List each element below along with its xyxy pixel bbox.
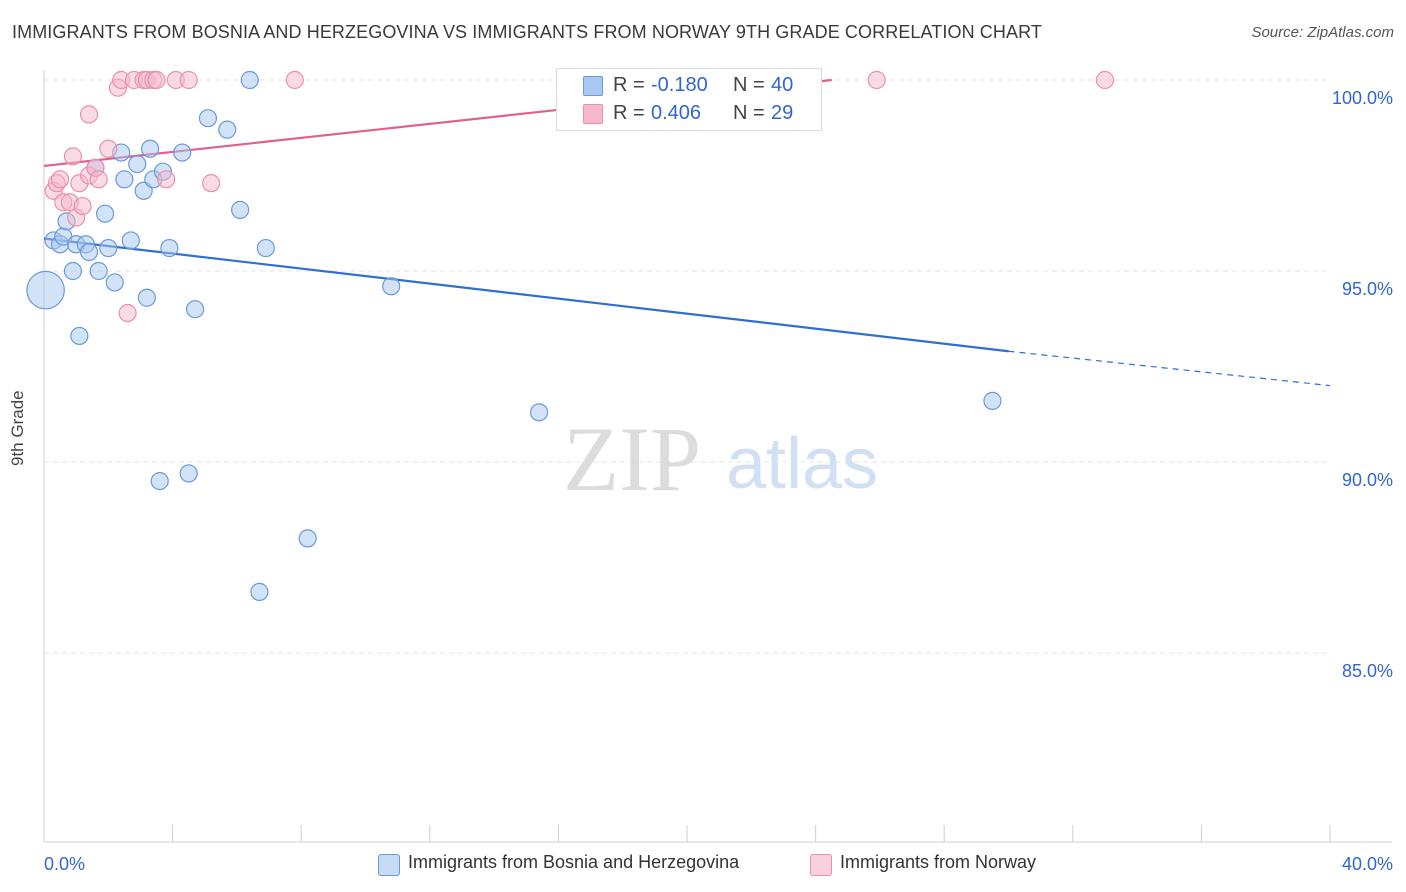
legend-swatch-pink xyxy=(810,854,832,876)
bosnia-point xyxy=(121,231,140,250)
legend-label: Immigrants from Bosnia and Herzegovina xyxy=(408,852,740,872)
norway-point xyxy=(118,303,137,323)
bosnia-point xyxy=(89,261,108,281)
chart-title: IMMIGRANTS FROM BOSNIA AND HERZEGOVINA V… xyxy=(12,22,1042,42)
legend-swatch-blue xyxy=(378,854,400,876)
bosnia-point xyxy=(105,273,124,292)
bosnia-point xyxy=(530,403,549,422)
norway-point xyxy=(50,170,70,189)
bosnia-point xyxy=(173,143,192,162)
x-tick-labels: 0.0% 40.0% xyxy=(44,854,1393,874)
r-value: 0.406 xyxy=(651,102,702,124)
legend-swatch-blue xyxy=(583,76,603,96)
y-tick-labels: 85.0% 90.0% 95.0% 100.0% xyxy=(1332,88,1393,681)
bosnia-point xyxy=(382,277,401,296)
norway-point xyxy=(285,70,304,90)
norway-point xyxy=(89,170,108,189)
bosnia-point xyxy=(256,238,275,258)
y-tick-label: 100.0% xyxy=(1332,88,1393,108)
r-value: -0.180 xyxy=(651,74,708,96)
bosnia-point xyxy=(160,238,179,258)
bosnia-point xyxy=(250,582,269,601)
legend-label: Immigrants from Norway xyxy=(840,852,1037,872)
norway-point xyxy=(179,70,198,90)
x-tick-label-min: 0.0% xyxy=(44,854,85,874)
data-points xyxy=(26,70,1115,601)
bosnia-point xyxy=(983,391,1002,410)
r-label: R = xyxy=(613,74,645,96)
norway-point xyxy=(202,174,221,193)
norway-point xyxy=(73,196,92,216)
norway-point xyxy=(63,147,83,166)
watermark-zip: ZIP xyxy=(563,408,701,510)
y-axis-label: 9th Grade xyxy=(8,390,27,466)
bosnia-point xyxy=(150,472,169,491)
bosnia-point xyxy=(137,288,156,307)
axes xyxy=(43,70,1392,843)
bosnia-point xyxy=(298,529,317,548)
bosnia-point xyxy=(231,200,250,219)
y-tick-label: 95.0% xyxy=(1342,279,1393,299)
norway-point xyxy=(867,70,886,90)
bosnia-point xyxy=(179,464,198,483)
watermark-atlas: atlas xyxy=(726,424,878,504)
bosnia-point xyxy=(128,154,147,174)
n-label: N = xyxy=(733,74,765,96)
bosnia-point xyxy=(70,326,89,346)
n-value: 40 xyxy=(771,74,794,96)
gridlines xyxy=(44,79,1330,654)
x-tick-label-max: 40.0% xyxy=(1342,854,1393,874)
norway-point xyxy=(99,139,118,158)
bosnia-point xyxy=(79,242,99,261)
bosnia-point xyxy=(198,109,218,128)
bosnia-point xyxy=(115,170,134,189)
bosnia-point xyxy=(99,238,118,258)
bosnia-point xyxy=(218,120,237,139)
bosnia-point xyxy=(186,300,205,319)
y-tick-label: 85.0% xyxy=(1342,661,1393,681)
bosnia-trend-extension xyxy=(1008,350,1331,387)
correlation-legend: R = -0.180 N = 40 R = 0.406 N = 29 xyxy=(556,68,822,131)
bosnia-point xyxy=(240,70,259,90)
source-label: Source: ZipAtlas.com xyxy=(1251,24,1394,41)
bosnia-trend-line xyxy=(43,237,1009,353)
n-label: N = xyxy=(733,102,765,124)
n-value: 29 xyxy=(771,102,794,124)
r-label: R = xyxy=(613,102,645,124)
norway-point xyxy=(1095,70,1115,90)
norway-point xyxy=(157,170,176,189)
norway-point xyxy=(147,70,166,90)
legend-swatch-pink xyxy=(583,104,603,124)
bosnia-point xyxy=(95,204,115,223)
bosnia-point xyxy=(63,261,83,281)
bosnia-point xyxy=(26,270,65,310)
bosnia-point xyxy=(140,139,160,158)
norway-point xyxy=(79,105,99,124)
watermark: ZIP atlas xyxy=(563,408,878,510)
y-tick-label: 90.0% xyxy=(1342,470,1393,490)
series-legend: Immigrants from Bosnia and Herzegovina I… xyxy=(0,852,1406,878)
